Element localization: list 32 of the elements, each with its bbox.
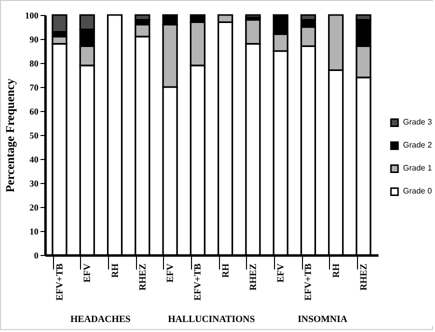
y-tick-label: 100 xyxy=(25,10,39,20)
text: HALLUCINATIONS xyxy=(168,315,255,325)
x-tick-label: RH xyxy=(110,262,121,278)
y-tick-label: 80 xyxy=(30,58,39,68)
y-tick-label: 90 xyxy=(30,34,39,44)
legend-label: Grade 3 xyxy=(403,118,432,127)
x-tick-label: EFV+TB xyxy=(194,262,204,301)
y-tick-label: 30 xyxy=(30,178,39,188)
y-tick-label: 50 xyxy=(30,130,39,140)
y-tick-label: 60 xyxy=(30,106,39,116)
text: INSOMNIA xyxy=(298,315,348,325)
legend-label: Grade 1 xyxy=(403,164,432,173)
y-axis-title: Percentage Frequency xyxy=(3,78,17,192)
x-tick-label: RHEZ xyxy=(248,264,259,290)
text: HEADACHES xyxy=(70,315,131,325)
y-tick-label: 70 xyxy=(30,82,39,92)
x-tick-label: RHEZ xyxy=(138,264,148,290)
x-tick-label: EFV+TB xyxy=(304,262,314,301)
x-tick-label: EFV xyxy=(276,263,287,282)
x-tick-label: RH xyxy=(332,262,342,278)
x-tick-label: RHEZ xyxy=(359,264,370,290)
y-tick-label: 20 xyxy=(30,202,39,212)
y-tick-label: 0 xyxy=(34,250,39,260)
legend-label: Grade 2 xyxy=(403,140,432,150)
x-tick-label: EFV+TB xyxy=(56,262,66,301)
bar xyxy=(245,14,261,18)
x-tick-label: EFV xyxy=(83,263,94,282)
legend-label: Grade 0 xyxy=(403,186,432,196)
x-tick-label: EFV xyxy=(166,263,176,282)
y-tick-label: 40 xyxy=(30,154,39,164)
x-tick-label: RH xyxy=(221,262,232,278)
y-tick-label: 10 xyxy=(30,226,39,236)
